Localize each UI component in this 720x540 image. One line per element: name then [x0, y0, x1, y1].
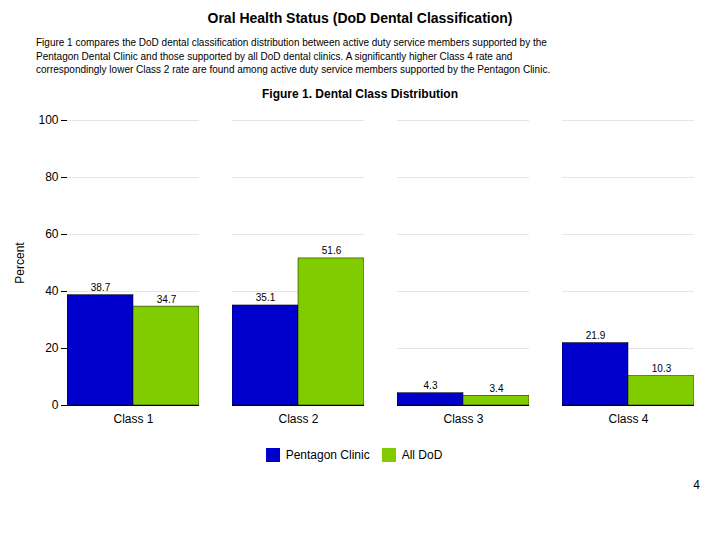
- svg-text:Class 4: Class 4: [608, 412, 648, 426]
- html-text:Figure 1. Dental Class Distrib: Figure 1. Dental Class Distribution: [262, 86, 458, 101]
- svg-text:51.6: 51.6: [322, 245, 342, 256]
- svg-text:Class 1: Class 1: [113, 412, 153, 426]
- svg-text:Class 3: Class 3: [443, 412, 483, 426]
- svg-text:60: 60: [45, 227, 59, 241]
- html-text:All DoD: All DoD: [401, 448, 443, 462]
- svg-text:Percent: Percent: [13, 241, 27, 283]
- svg-text:10.3: 10.3: [652, 363, 672, 374]
- svg-text:21.9: 21.9: [586, 330, 606, 341]
- svg-text:4.3: 4.3: [424, 380, 438, 391]
- svg-text:40: 40: [45, 284, 59, 298]
- svg-text:80: 80: [45, 170, 59, 184]
- html-text:4: 4: [693, 477, 700, 492]
- html-text:Oral Health Status (DoD Dental: Oral Health Status (DoD Dental Classific…: [207, 10, 513, 26]
- svg-text:38.7: 38.7: [91, 282, 111, 293]
- svg-text:100: 100: [38, 113, 58, 127]
- svg-text:Class 2: Class 2: [278, 412, 318, 426]
- svg-text:0: 0: [52, 398, 59, 412]
- html-text:Figure 1 compares the DoD dent: Figure 1 compares the DoD dental classif…: [36, 37, 551, 75]
- svg-text:3.4: 3.4: [490, 382, 504, 393]
- svg-text:34.7: 34.7: [157, 293, 177, 304]
- html-text:Pentagon Clinic: Pentagon Clinic: [285, 448, 370, 462]
- svg-text:35.1: 35.1: [256, 292, 276, 303]
- svg-text:20: 20: [45, 341, 59, 355]
